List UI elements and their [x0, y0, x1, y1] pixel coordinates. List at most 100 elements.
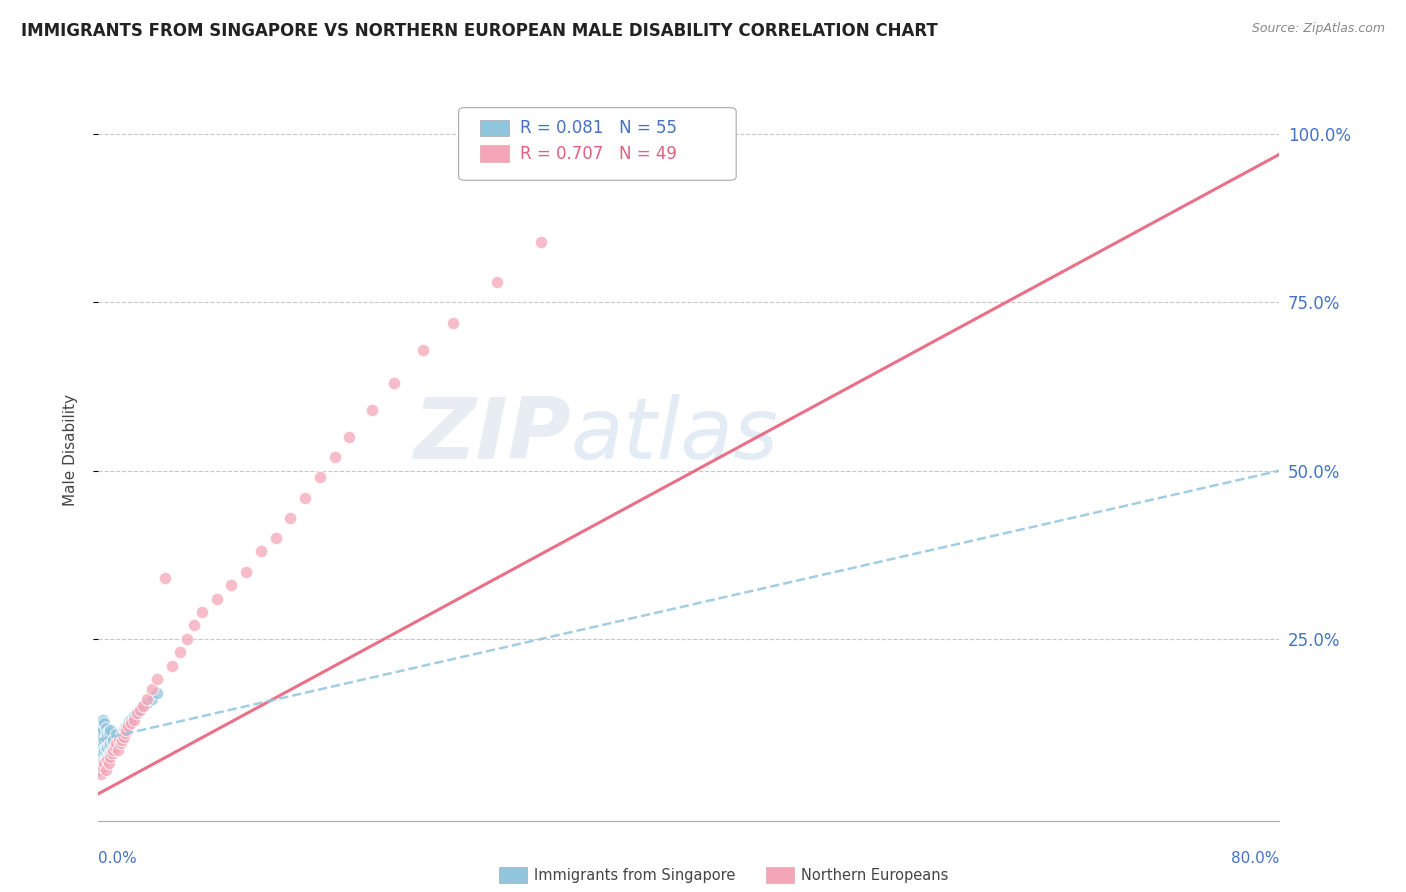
Text: atlas: atlas [571, 394, 779, 477]
Point [90, 749, 112, 764]
Point [94, 731, 117, 745]
Point [280, 510, 302, 524]
Point [91, 736, 114, 750]
Point [122, 709, 145, 723]
Point [91, 760, 114, 774]
Point [176, 632, 198, 646]
Point [114, 726, 136, 740]
Text: Northern Europeans: Northern Europeans [801, 868, 949, 882]
Point [89, 763, 111, 777]
Point [162, 658, 183, 673]
Point [132, 699, 155, 714]
Point [141, 692, 163, 706]
Point [111, 726, 134, 740]
Point [125, 706, 148, 720]
Point [100, 747, 122, 761]
Point [191, 605, 214, 619]
Point [94, 763, 117, 777]
Point [96, 749, 118, 764]
Point [120, 716, 142, 731]
Point [112, 730, 135, 744]
Point [115, 723, 138, 737]
Point [122, 713, 145, 727]
Point [98, 747, 121, 761]
Y-axis label: Male Disability: Male Disability [63, 394, 77, 507]
Point [108, 732, 131, 747]
Point [136, 692, 159, 706]
Point [108, 732, 131, 747]
Point [104, 741, 127, 756]
Point [91, 713, 114, 727]
Point [93, 743, 115, 757]
Text: Immigrants from Singapore: Immigrants from Singapore [534, 868, 735, 882]
Point [107, 736, 129, 750]
Point [91, 756, 114, 771]
Point [105, 736, 128, 750]
Point [128, 703, 150, 717]
Point [339, 430, 361, 444]
Point [93, 753, 115, 767]
Point [235, 565, 257, 579]
Point [97, 756, 120, 771]
Point [205, 591, 228, 606]
Point [94, 752, 117, 766]
Point [93, 732, 115, 747]
Point [97, 747, 120, 762]
Point [412, 343, 434, 357]
Point [91, 723, 114, 737]
Point [91, 747, 114, 761]
Point [141, 682, 163, 697]
Point [153, 571, 176, 585]
Point [146, 673, 169, 687]
Point [136, 696, 159, 710]
Point [183, 618, 205, 632]
Point [89, 736, 111, 750]
Point [98, 749, 121, 764]
Point [98, 723, 121, 737]
Point [105, 727, 128, 741]
Text: Source: ZipAtlas.com: Source: ZipAtlas.com [1251, 22, 1385, 36]
Point [96, 739, 118, 754]
Point [97, 724, 120, 739]
Point [107, 743, 129, 757]
Point [309, 470, 332, 484]
Point [323, 450, 346, 465]
Point [117, 719, 139, 733]
Point [90, 719, 112, 733]
Text: IMMIGRANTS FROM SINGAPORE VS NORTHERN EUROPEAN MALE DISABILITY CORRELATION CHART: IMMIGRANTS FROM SINGAPORE VS NORTHERN EU… [21, 22, 938, 40]
Text: 0.0%: 0.0% [98, 851, 138, 865]
Point [94, 721, 117, 735]
FancyBboxPatch shape [479, 120, 509, 136]
Point [96, 753, 118, 767]
Point [110, 736, 132, 750]
Point [110, 730, 132, 744]
Text: R = 0.707   N = 49: R = 0.707 N = 49 [520, 145, 676, 162]
FancyBboxPatch shape [479, 145, 509, 161]
Point [103, 743, 125, 757]
Point [98, 736, 121, 750]
Point [118, 714, 141, 728]
Point [104, 739, 127, 754]
Point [90, 739, 112, 754]
Point [530, 235, 553, 249]
Point [382, 376, 405, 391]
Point [90, 760, 112, 774]
Point [89, 726, 111, 740]
Point [111, 732, 134, 747]
Point [146, 686, 169, 700]
Point [114, 721, 136, 735]
Point [90, 766, 112, 780]
Point [97, 738, 120, 752]
Point [250, 544, 273, 558]
Point [115, 719, 138, 733]
Point [90, 730, 112, 744]
Text: 80.0%: 80.0% [1232, 851, 1279, 865]
Point [360, 403, 382, 417]
Point [112, 723, 135, 737]
Point [125, 706, 148, 720]
Point [120, 713, 142, 727]
FancyBboxPatch shape [458, 108, 737, 180]
Point [169, 645, 191, 659]
Point [100, 744, 122, 758]
Point [96, 726, 118, 740]
